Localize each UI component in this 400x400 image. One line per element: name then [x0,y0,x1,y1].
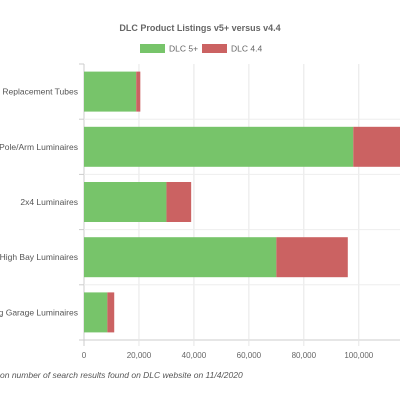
bar[interactable] [107,292,115,333]
category-label: ar Replacement Tubes [0,87,78,97]
bar[interactable] [84,126,354,167]
legend: DLC 5+ DLC 4.4 [140,44,262,54]
legend-swatch[interactable] [202,44,227,53]
x-tick-label: 60,000 [237,351,262,360]
bar[interactable] [136,71,141,112]
chart-caption: on number of search results found on DLC… [0,370,243,380]
chart-title: DLC Product Listings v5+ versus v4.4 [119,23,280,33]
bar[interactable] [84,237,277,278]
x-tick-label: 80,000 [292,351,317,360]
legend-label: DLC 4.4 [231,44,262,54]
legend-swatch[interactable] [140,44,165,53]
x-tick-label: 0 [82,351,87,360]
bar[interactable] [84,292,108,333]
legend-label: DLC 5+ [169,44,198,54]
x-tick-label: 100,000 [344,351,373,360]
bars [84,71,400,333]
bar[interactable] [166,182,192,222]
x-tick-label: 20,000 [127,351,152,360]
category-label: 2x4 Luminaires [20,197,78,207]
bar[interactable] [353,126,400,167]
category-label: High Bay Luminaires [0,252,78,262]
category-label: r Pole/Arm Luminaires [0,142,78,152]
category-labels: ar Replacement Tubes r Pole/Arm Luminaire… [0,87,78,318]
category-label: ng Garage Luminaires [0,307,78,317]
x-tick-labels: 0 20,000 40,000 60,000 80,000 100,000 [82,351,374,360]
bar[interactable] [84,182,167,222]
bar[interactable] [276,237,348,278]
x-tick-label: 40,000 [182,351,207,360]
bar[interactable] [84,71,137,112]
